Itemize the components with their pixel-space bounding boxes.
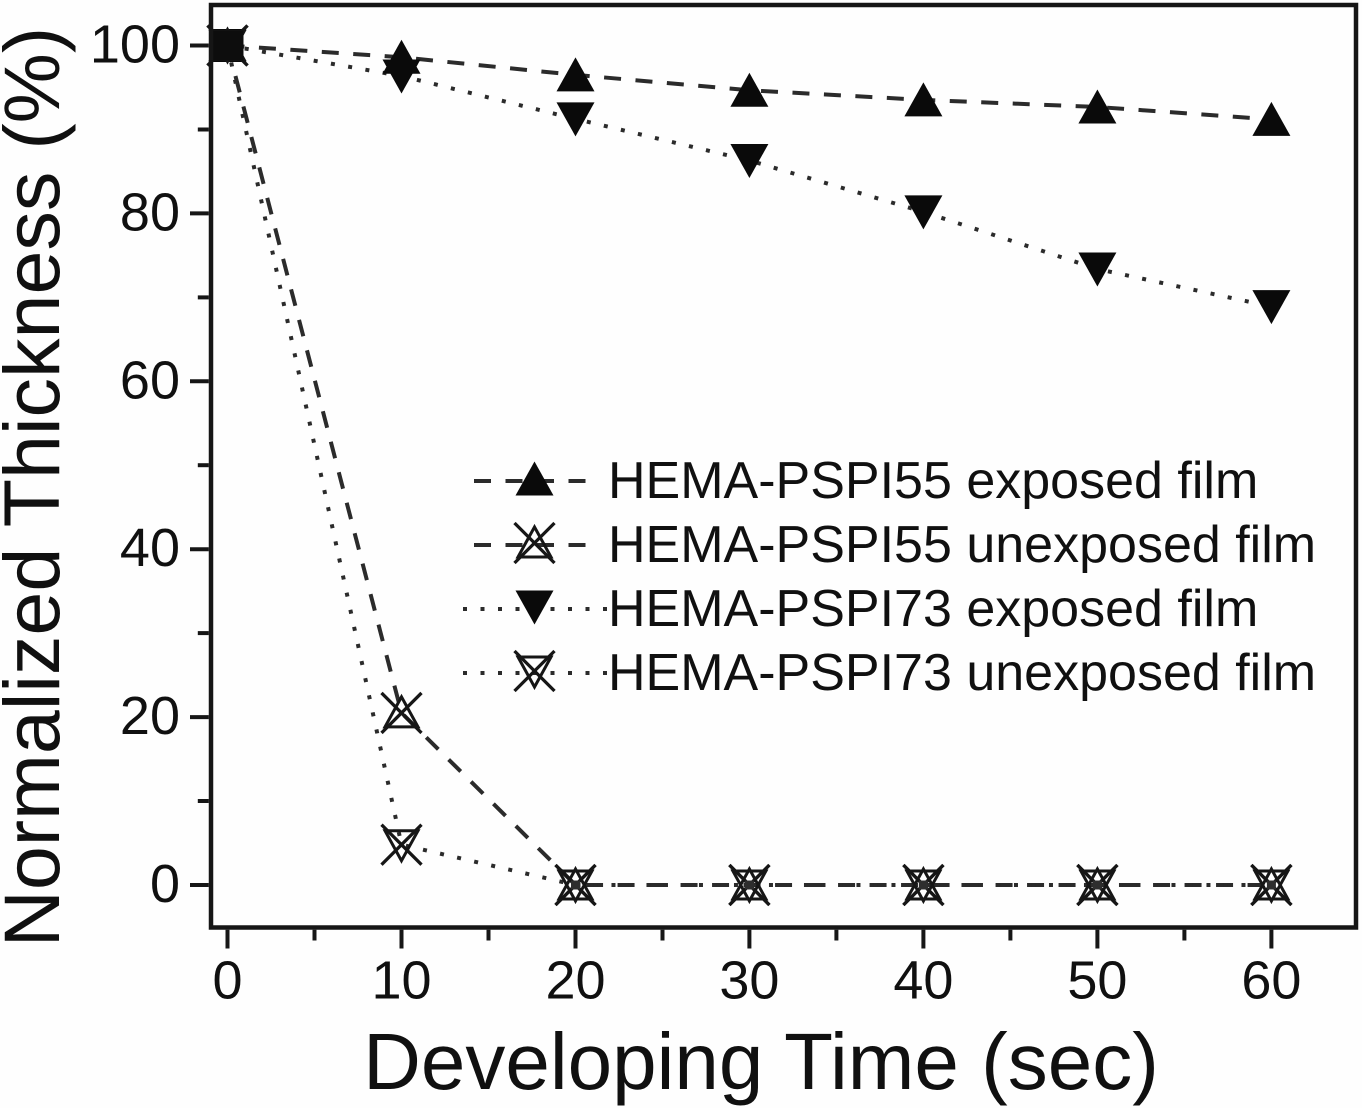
svg-text:HEMA-PSPI55 exposed film: HEMA-PSPI55 exposed film	[608, 452, 1258, 510]
svg-text:40: 40	[893, 951, 953, 1011]
svg-text:Normalized Thickness (%): Normalized Thickness (%)	[0, 27, 76, 947]
svg-text:40: 40	[120, 518, 180, 578]
svg-text:60: 60	[120, 350, 180, 410]
svg-text:20: 20	[120, 686, 180, 746]
svg-text:HEMA-PSPI55 unexposed film: HEMA-PSPI55 unexposed film	[608, 516, 1316, 574]
svg-text:60: 60	[1241, 951, 1301, 1011]
svg-text:80: 80	[120, 182, 180, 242]
svg-text:50: 50	[1067, 951, 1127, 1011]
svg-text:20: 20	[545, 951, 605, 1011]
svg-text:10: 10	[371, 951, 431, 1011]
svg-text:Developing Time (sec): Developing Time (sec)	[363, 1017, 1159, 1106]
svg-text:0: 0	[212, 951, 242, 1011]
svg-text:100: 100	[90, 15, 180, 75]
svg-text:0: 0	[150, 854, 180, 914]
svg-text:HEMA-PSPI73 unexposed film: HEMA-PSPI73 unexposed film	[608, 644, 1316, 702]
svg-text:HEMA-PSPI73 exposed film: HEMA-PSPI73 exposed film	[608, 580, 1258, 638]
svg-text:30: 30	[719, 951, 779, 1011]
